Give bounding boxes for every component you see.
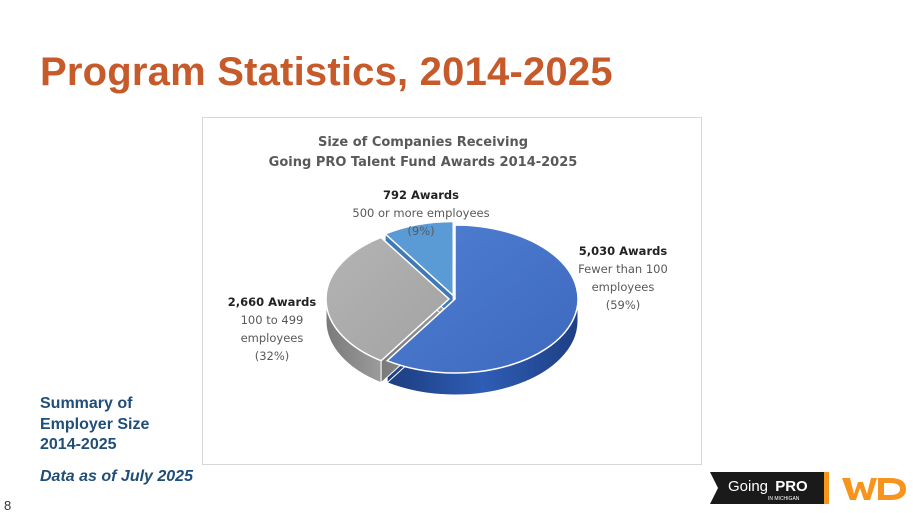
- label-500-or-more-line: (9%): [407, 224, 434, 238]
- label-500-or-more-heading: 792 Awards: [383, 188, 459, 202]
- summary-heading: Summary of Employer Size 2014-2025: [40, 394, 200, 456]
- pie-slice-fewer-than-100: [385, 224, 579, 374]
- data-as-of-note: Data as of July 2025: [40, 468, 193, 485]
- label-500-or-more: 792 Awards 500 or more employees (9%): [352, 188, 489, 238]
- going-pro-text: Going: [728, 478, 768, 495]
- label-100-to-499-heading: 2,660 Awards: [228, 295, 317, 309]
- label-100-to-499-line: (32%): [255, 349, 290, 363]
- label-fewer-than-100-line: (59%): [606, 298, 641, 312]
- chart-title-line-1: Size of Companies Receiving: [318, 135, 528, 150]
- chart-title-line-2: Going PRO Talent Fund Awards 2014-2025: [269, 155, 578, 170]
- pie-chart: Size of Companies Receiving Going PRO Ta…: [202, 117, 702, 465]
- pie-slice-500-or-more: [383, 220, 455, 298]
- wd-logo-text: WD: [710, 470, 712, 471]
- label-fewer-than-100-heading: 5,030 Awards: [579, 244, 668, 258]
- slide-title: Program Statistics, 2014-2025: [40, 50, 613, 94]
- going-pro-subtext: IN MICHIGAN: [768, 496, 800, 502]
- going-pro-logo: Going PRO IN MICHIGAN: [710, 472, 829, 504]
- label-fewer-than-100-line: employees: [592, 280, 655, 294]
- summary-line: 2014-2025: [40, 436, 117, 453]
- going-pro-bold: PRO: [775, 478, 808, 495]
- summary-line: Summary of: [40, 395, 133, 412]
- wd-logo: WD: [710, 470, 906, 500]
- summary-line: Employer Size: [40, 415, 150, 433]
- label-fewer-than-100-line: Fewer than 100: [578, 262, 668, 276]
- label-fewer-than-100: 5,030 Awards Fewer than 100 employees (59%): [578, 244, 668, 312]
- label-100-to-499: 2,660 Awards 100 to 499 employees (32%): [228, 295, 317, 363]
- svg-text:Going PRO: Going PRO: [728, 478, 808, 495]
- footer-logos: Going PRO IN MICHIGAN WD: [710, 470, 906, 504]
- page-number: 8: [4, 498, 12, 513]
- label-100-to-499-line: employees: [241, 331, 304, 345]
- label-500-or-more-line: 500 or more employees: [352, 206, 489, 220]
- pie-slice-100-to-499: [325, 236, 451, 362]
- chart-canvas: Size of Companies Receiving Going PRO Ta…: [228, 135, 668, 396]
- label-100-to-499-line: 100 to 499: [241, 313, 304, 327]
